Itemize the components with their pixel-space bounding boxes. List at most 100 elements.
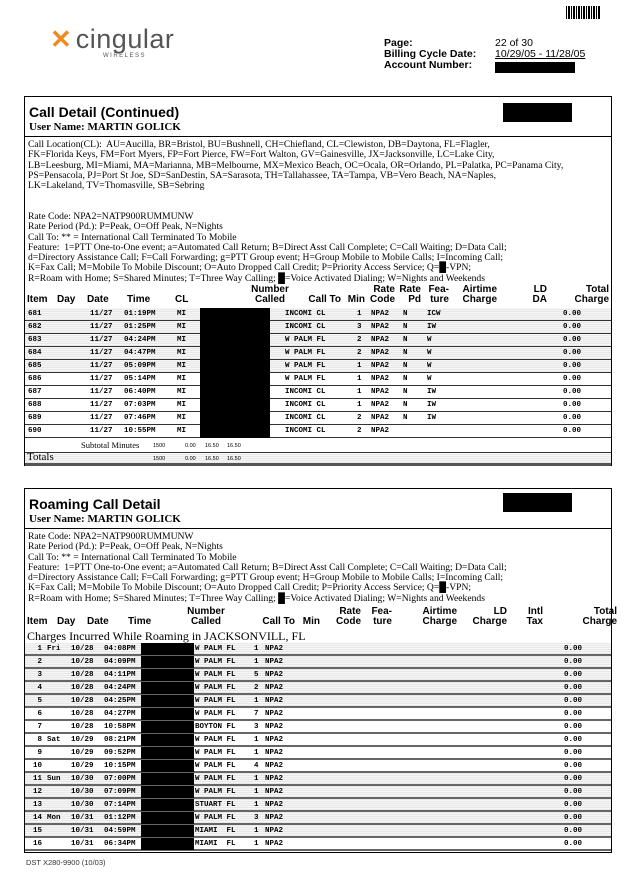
cell-item: 3 bbox=[37, 671, 42, 679]
cell-total: 0.00 bbox=[564, 684, 583, 692]
cell-total: 0.00 bbox=[563, 401, 582, 409]
totals-row: Totals 1500 0.00 16.50 16.50 bbox=[25, 451, 611, 466]
cell-min: 2 bbox=[357, 427, 362, 435]
cell-item: 12 bbox=[32, 788, 42, 796]
cell-call-to: W PALM FL bbox=[195, 697, 236, 705]
billing-value: 10/29/05 - 11/28/05 bbox=[495, 48, 586, 60]
cell-total: 0.00 bbox=[564, 749, 583, 757]
number-called-redacted bbox=[200, 399, 270, 412]
cell-call-to: MIAMI FL bbox=[195, 840, 236, 848]
cell-date: 11/27 bbox=[90, 336, 113, 344]
cell-call-to: W PALM FL bbox=[195, 814, 236, 822]
cell-total: 0.00 bbox=[563, 388, 582, 396]
cell-min: 3 bbox=[254, 723, 259, 731]
cell-cl: MI bbox=[177, 336, 187, 344]
cell-min: 3 bbox=[357, 323, 362, 331]
cell-time: 09:52PM bbox=[104, 749, 136, 757]
barcode bbox=[566, 6, 600, 19]
divider bbox=[25, 528, 611, 529]
table-row: 685 11/27 05:09PM MI W PALM FL 1 NPA2 N W 0.00 bbox=[25, 360, 611, 373]
cell-date: 10/30 bbox=[71, 775, 94, 783]
cell-rate-code: NPA2 bbox=[265, 710, 284, 718]
cell-feature: IW bbox=[427, 414, 437, 422]
cell-call-to: W PALM FL bbox=[195, 736, 236, 744]
cell-time: 04:24PM bbox=[124, 336, 156, 344]
cell-pd: N bbox=[403, 323, 408, 331]
cell-item: 683 bbox=[28, 336, 42, 344]
number-called-redacted bbox=[200, 412, 270, 425]
table-row: 689 11/27 07:46PM MI INCOMI CL 2 NPA2 N IW 0.00 bbox=[25, 412, 611, 425]
column-header: Time bbox=[128, 616, 152, 627]
totals-label: Totals bbox=[27, 451, 54, 463]
cell-total: 0.00 bbox=[564, 840, 583, 848]
cell-time: 07:09PM bbox=[104, 788, 136, 796]
column-header: Intl Tax bbox=[526, 606, 544, 627]
cell-feature: IW bbox=[427, 323, 437, 331]
column-header: Min bbox=[347, 294, 365, 305]
cell-call-to: W PALM FL bbox=[195, 775, 236, 783]
cell-cl: MI bbox=[177, 349, 187, 357]
cell-item: 4 bbox=[37, 684, 42, 692]
cell-time: 07:14PM bbox=[104, 801, 136, 809]
totals-minutes: 1500 bbox=[153, 456, 166, 462]
cell-call-to: W PALM FL bbox=[195, 671, 236, 679]
cell-date: 10/31 bbox=[71, 814, 94, 822]
cell-item: 1 bbox=[37, 645, 42, 653]
table-row: 690 11/27 10:55PM MI INCOMI CL 2 NPA2 0.00 bbox=[25, 425, 611, 438]
cell-min: 1 bbox=[254, 775, 259, 783]
cell-call-to: W PALM FL bbox=[195, 658, 236, 666]
number-called-redacted bbox=[200, 334, 270, 347]
number-called-redacted bbox=[141, 734, 194, 746]
number-called-redacted bbox=[200, 425, 270, 438]
cell-time: 10:58PM bbox=[104, 723, 136, 731]
column-header: Day bbox=[57, 294, 76, 305]
cell-date: 10/28 bbox=[71, 645, 94, 653]
page-value: 22 of 30 bbox=[495, 37, 533, 49]
cell-min: 1 bbox=[357, 362, 362, 370]
cell-time: 01:19PM bbox=[124, 310, 156, 318]
table-row: 3 10/28 04:11PM W PALM FL 5 NPA2 0.00 bbox=[25, 669, 611, 682]
cell-rate-code: NPA2 bbox=[371, 310, 390, 318]
cell-min: 1 bbox=[357, 375, 362, 383]
cell-min: 2 bbox=[357, 336, 362, 344]
number-called-redacted bbox=[200, 308, 270, 321]
roaming-location-label: Charges Incurred While Roaming in JACKSO… bbox=[27, 629, 306, 643]
cell-total: 0.00 bbox=[564, 710, 583, 718]
cell-call-to: W PALM FL bbox=[195, 788, 236, 796]
column-header: Fea-ture bbox=[371, 606, 392, 627]
cell-date: 10/28 bbox=[71, 671, 94, 679]
codes-legend: Rate Code: NPA2=NATP900RUMMUNW Rate Peri… bbox=[28, 531, 507, 604]
cell-total: 0.00 bbox=[563, 323, 582, 331]
number-called-redacted bbox=[141, 838, 194, 850]
section-title: Roaming Call Detail bbox=[29, 496, 161, 512]
cell-date: 11/27 bbox=[90, 310, 113, 318]
cell-total: 0.00 bbox=[564, 645, 583, 653]
cell-cl: MI bbox=[177, 388, 187, 396]
cell-rate-code: NPA2 bbox=[265, 736, 284, 744]
cell-rate-code: NPA2 bbox=[265, 814, 284, 822]
subtotal-label: Subtotal Minutes bbox=[81, 440, 140, 450]
cell-date: 10/30 bbox=[71, 788, 94, 796]
cell-min: 4 bbox=[254, 762, 259, 770]
table-row: 7 10/28 10:58PM BOYTON FL 3 NPA2 0.00 bbox=[25, 721, 611, 734]
cell-rate-code: NPA2 bbox=[371, 401, 390, 409]
column-header: Date bbox=[87, 616, 109, 627]
number-called-redacted bbox=[141, 708, 194, 720]
cell-time: 07:46PM bbox=[124, 414, 156, 422]
cell-rate-code: NPA2 bbox=[265, 658, 284, 666]
table-row: 10 10/29 10:15PM W PALM FL 4 NPA2 0.00 bbox=[25, 760, 611, 773]
cell-total: 0.00 bbox=[563, 310, 582, 318]
number-called-redacted bbox=[141, 747, 194, 759]
cell-min: 1 bbox=[254, 697, 259, 705]
cell-cl: MI bbox=[177, 323, 187, 331]
cell-time: 07:00PM bbox=[104, 775, 136, 783]
column-header: Time bbox=[127, 294, 151, 305]
cell-call-to: W PALM FL bbox=[285, 349, 326, 357]
column-header: Fea-ture bbox=[428, 284, 449, 305]
cell-cl: MI bbox=[177, 310, 187, 318]
cell-feature: W bbox=[427, 375, 432, 383]
table-row: 681 11/27 01:19PM MI INCOMI CL 1 NPA2 N ICW 0.00 bbox=[25, 308, 611, 321]
cell-total: 0.00 bbox=[564, 801, 583, 809]
cell-time: 05:09PM bbox=[124, 362, 156, 370]
cell-call-to: W PALM FL bbox=[285, 362, 326, 370]
